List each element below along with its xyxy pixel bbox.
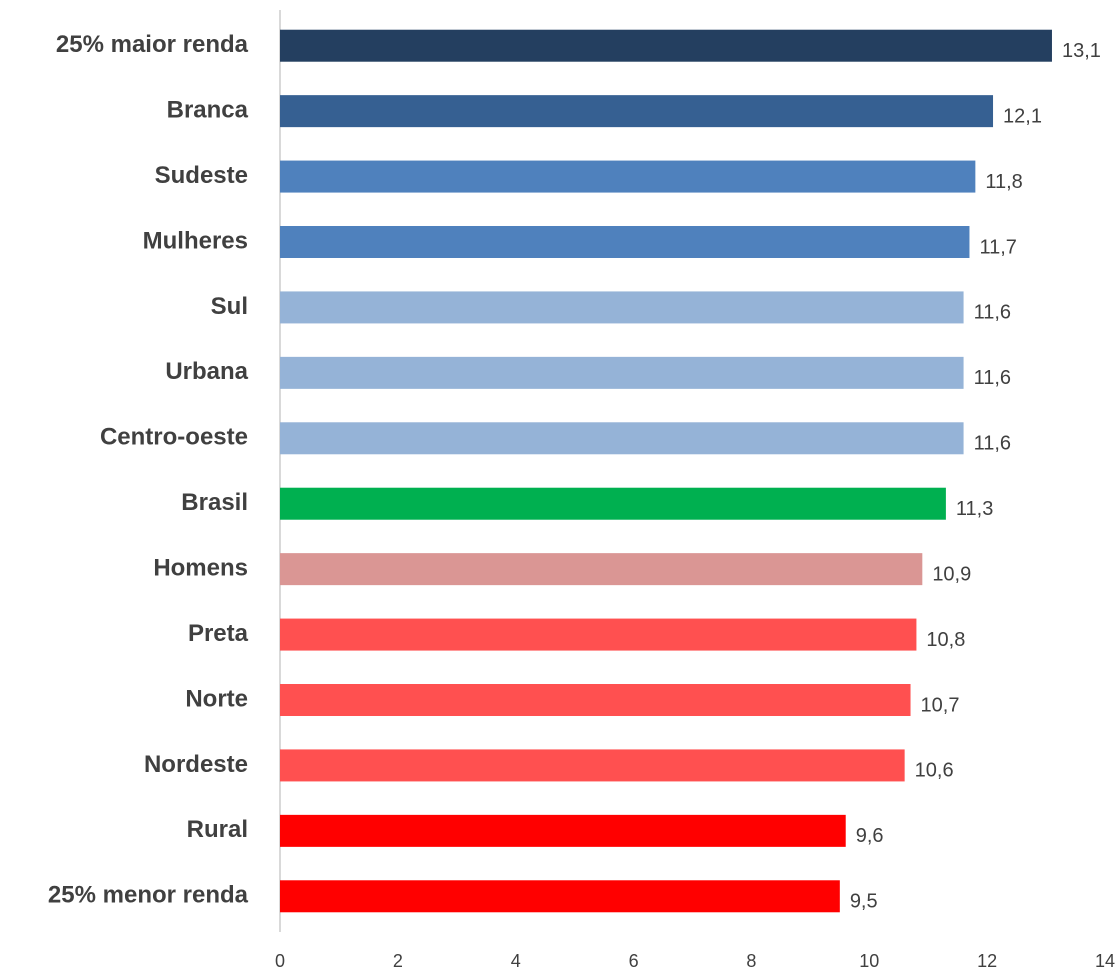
- category-label: Nordeste: [144, 751, 248, 778]
- value-label: 9,5: [850, 891, 878, 913]
- value-label: 10,7: [921, 694, 960, 716]
- bar: [280, 95, 994, 128]
- category-label: Centro-oeste: [100, 424, 248, 451]
- category-label: Sul: [211, 293, 248, 320]
- category-label: Sudeste: [155, 162, 248, 189]
- bar: [280, 356, 964, 389]
- value-label: 11,6: [974, 367, 1011, 389]
- category-label: Norte: [185, 685, 248, 712]
- bar: [280, 160, 976, 193]
- category-label: 25% menor renda: [48, 882, 249, 909]
- value-label: 10,8: [926, 629, 965, 651]
- x-tick-label: 6: [629, 951, 639, 971]
- bar: [280, 749, 905, 782]
- x-tick-label: 14: [1095, 951, 1115, 971]
- bar: [280, 422, 964, 455]
- bar: [280, 618, 917, 651]
- x-tick-label: 0: [275, 951, 285, 971]
- value-label: 12,1: [1003, 105, 1042, 127]
- x-tick-label: 2: [393, 951, 403, 971]
- category-label: Rural: [187, 816, 248, 843]
- x-tick-label: 4: [511, 951, 521, 971]
- category-label: Homens: [153, 554, 248, 581]
- value-label: 9,6: [856, 825, 884, 847]
- bar: [280, 684, 911, 716]
- x-tick-label: 12: [977, 951, 997, 971]
- value-label: 11,7: [979, 236, 1016, 258]
- category-label: Mulheres: [143, 227, 248, 254]
- bar: [280, 553, 923, 586]
- bar: [280, 291, 964, 324]
- x-tick-label: 8: [746, 951, 756, 971]
- category-label: Branca: [167, 96, 249, 123]
- bar: [280, 814, 846, 847]
- bar: [280, 226, 970, 258]
- bar: [280, 487, 946, 520]
- value-label: 11,6: [974, 302, 1011, 324]
- category-label: Preta: [188, 620, 249, 647]
- x-tick-label: 10: [859, 951, 879, 971]
- value-label: 11,6: [974, 433, 1011, 455]
- category-label: Urbana: [165, 358, 248, 385]
- bar: [280, 880, 840, 913]
- value-label: 11,8: [985, 171, 1022, 193]
- value-label: 11,3: [956, 498, 993, 520]
- bar: [280, 29, 1052, 62]
- category-label: Brasil: [181, 489, 248, 516]
- value-label: 10,6: [915, 760, 954, 782]
- value-label: 10,9: [932, 563, 971, 585]
- value-label: 13,1: [1062, 40, 1101, 62]
- category-label: 25% maior renda: [56, 31, 249, 58]
